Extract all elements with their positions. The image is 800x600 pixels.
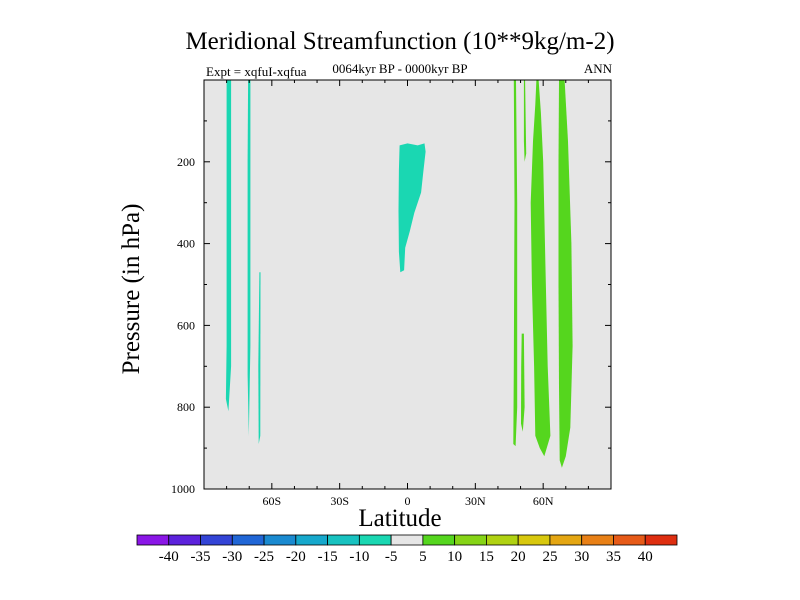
- colorbar-label: 30: [574, 549, 589, 565]
- colorbar-swatch: [263, 534, 297, 546]
- nh-storm-track-cell: [530, 80, 551, 457]
- colorbar-swatch: [168, 534, 201, 546]
- colorbar-label: 5: [419, 549, 427, 565]
- sh-polar-strip-c: [258, 272, 261, 444]
- colorbar-label: 25: [542, 549, 557, 565]
- colorbar-label: 20: [511, 549, 526, 565]
- experiment-label: Expt = xqfuI-xqfua: [206, 64, 307, 79]
- contour-regions: [225, 80, 573, 468]
- colorbar-swatch: [390, 534, 424, 546]
- colorbar-swatch: [486, 534, 519, 546]
- colorbar-swatch: [358, 534, 392, 546]
- x-tick-label: 60S: [262, 494, 281, 508]
- chart-subtitle: 0064kyr BP - 0000kyr BP: [332, 61, 468, 76]
- colorbar-swatch: [295, 534, 328, 546]
- colorbar-label: -10: [349, 549, 369, 565]
- nh-polar-cell: [558, 80, 573, 468]
- colorbar-label: 15: [479, 549, 494, 565]
- y-tick-label: 400: [177, 237, 195, 251]
- colorbar-swatch: [517, 534, 551, 546]
- y-tick-label: 200: [177, 155, 195, 169]
- x-tick-label: 30S: [330, 494, 349, 508]
- colorbar-swatch: [644, 534, 678, 546]
- colorbar-label: 10: [447, 549, 462, 565]
- chart-title: Meridional Streamfunction (10**9kg/m-2): [185, 28, 615, 55]
- colorbar-label: -20: [286, 549, 306, 565]
- sh-polar-strip-a: [225, 80, 232, 412]
- colorbar-label: 40: [638, 549, 653, 565]
- sh-polar-strip-b: [247, 80, 251, 436]
- colorbar-label: 35: [606, 549, 621, 565]
- x-axis-label: Latitude: [358, 505, 442, 532]
- nh-midlat-strip-a: [513, 80, 518, 447]
- colorbar-swatch: [231, 534, 265, 546]
- colorbar-swatch: [581, 534, 614, 546]
- colorbar-swatch: [549, 534, 583, 546]
- colorbar-swatch: [200, 534, 233, 546]
- x-axis-ticks: 60S 30S 0 30N 60N: [226, 80, 589, 508]
- colorbar-swatch: [136, 534, 170, 546]
- colorbar-label: -40: [159, 549, 179, 565]
- colorbar-swatch: [613, 534, 646, 546]
- y-tick-label: 1000: [171, 482, 195, 496]
- y-tick-label: 800: [177, 400, 195, 414]
- y-tick-label: 600: [177, 318, 195, 332]
- equatorial-cell: [398, 143, 426, 273]
- season-label: ANN: [583, 61, 612, 76]
- colorbar: -40 -35 -30 -25 -20 -15 -10 -5 5 10 15 20 25 30 35 40: [136, 534, 678, 565]
- colorbar-swatch: [327, 534, 360, 546]
- colorbar-label: -25: [254, 549, 274, 565]
- x-tick-label: 30N: [465, 494, 486, 508]
- y-axis-ticks: 200 400 600 800 1000: [171, 120, 611, 496]
- colorbar-swatch: [422, 534, 456, 546]
- colorbar-swatch: [454, 534, 487, 546]
- colorbar-label: -5: [385, 549, 398, 565]
- colorbar-label: -30: [222, 549, 242, 565]
- colorbar-label: -35: [191, 549, 211, 565]
- x-tick-label: 0: [405, 494, 411, 508]
- nh-midlat-strip-b: [523, 80, 527, 162]
- colorbar-label: -15: [318, 549, 338, 565]
- x-tick-label: 60N: [533, 494, 554, 508]
- nh-midlat-strip-c: [521, 333, 525, 432]
